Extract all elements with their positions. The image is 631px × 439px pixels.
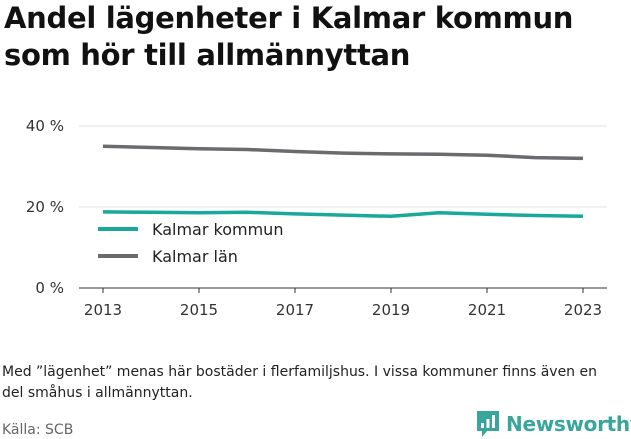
y-tick-label: 40 % xyxy=(26,117,64,135)
grid-lines xyxy=(79,125,607,208)
legend: Kalmar kommun Kalmar län xyxy=(98,220,283,266)
x-tick-label: 2021 xyxy=(468,301,506,319)
chart-title: Andel lägenheter i Kalmar kommun som hör… xyxy=(4,1,574,72)
series-line-0 xyxy=(102,210,584,219)
legend-label: Kalmar kommun xyxy=(152,220,283,239)
x-tick-label: 2015 xyxy=(180,301,218,319)
brand-name: Newsworthy xyxy=(506,412,631,436)
y-tick-label: 0 % xyxy=(35,279,64,297)
line-chart: 0 % 20 % 40 % 2013 2015 2017 2019 2021 2023 Kal… xyxy=(26,117,607,319)
y-axis-ticks: 0 % 20 % 40 % xyxy=(26,117,64,297)
y-tick-label: 20 % xyxy=(26,198,64,216)
brand-logo: Newsworthy xyxy=(476,409,631,439)
series-line-1 xyxy=(102,144,584,161)
footnote: Med ”lägenhet” menas här bostäder i fler… xyxy=(2,364,597,401)
x-tick-label: 2013 xyxy=(84,301,122,319)
newsworthy-logo-icon xyxy=(477,411,499,437)
legend-label: Kalmar län xyxy=(152,247,238,266)
series-lines xyxy=(102,144,584,219)
x-tick-label: 2019 xyxy=(372,301,410,319)
x-tick-label: 2023 xyxy=(564,301,602,319)
x-axis: 2013 2015 2017 2019 2021 2023 xyxy=(79,287,607,319)
source-label: Källa: SCB xyxy=(2,422,74,438)
x-tick-label: 2017 xyxy=(276,301,314,319)
